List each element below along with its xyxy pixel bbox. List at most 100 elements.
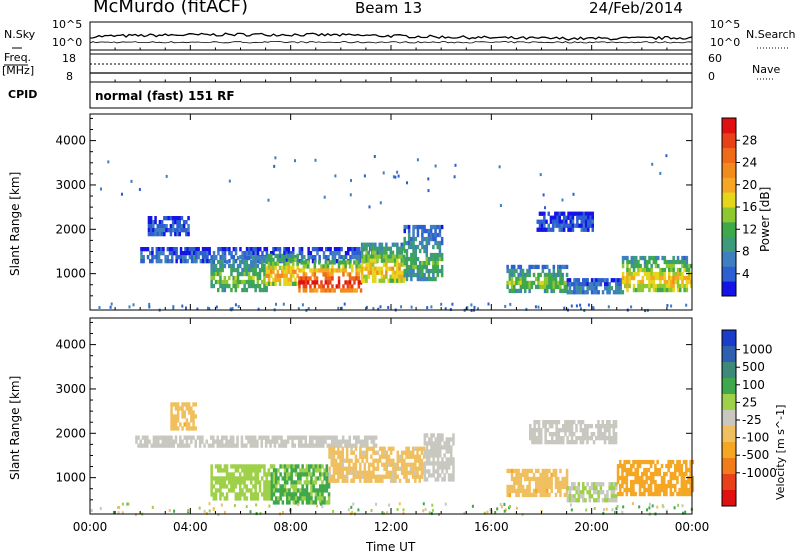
- velocity-echo-cell: [165, 443, 169, 448]
- power-echo-cell: [157, 251, 161, 256]
- power-echo-cell: [171, 251, 174, 256]
- velocity-echo-cell: [597, 424, 600, 429]
- velocity-echo-cell: [308, 468, 311, 473]
- power-echo-cell: [524, 280, 527, 286]
- power-echo-cell: [398, 278, 401, 283]
- velocity-echo-cell: [161, 443, 164, 448]
- power-echo-cell: [621, 255, 625, 261]
- power-echo-cell: [672, 283, 675, 289]
- velocity-echo-cell: [270, 480, 274, 485]
- velocity-echo-cell: [400, 466, 404, 471]
- velocity-echo-cell: [687, 487, 690, 493]
- velocity-scatter-echo: [494, 511, 497, 514]
- power-echo-cell: [283, 257, 286, 262]
- velocity-echo-cell: [559, 480, 562, 486]
- velocity-echo-cell: [436, 473, 440, 478]
- velocity-echo-cell: [289, 435, 292, 440]
- power-echo-cell: [663, 271, 667, 277]
- power-echo-cell: [197, 251, 200, 256]
- velocity-echo-cell: [450, 461, 453, 466]
- power-echo-cell: [434, 240, 437, 246]
- velocity-echo-cell: [365, 458, 369, 463]
- velocity-echo-cell: [350, 443, 354, 448]
- velocity-echo-cell: [445, 449, 449, 454]
- power-echo-cell: [429, 276, 433, 282]
- power-echo-cell: [177, 255, 181, 260]
- velocity-echo-cell: [234, 496, 238, 501]
- velocity-echo-cell: [656, 467, 659, 473]
- velocity-echo-cell: [383, 446, 386, 451]
- velocity-echo-cell: [231, 443, 235, 448]
- velocity-echo-cell: [323, 472, 326, 477]
- power-echo-cell: [258, 275, 262, 281]
- velocity-echo-cell: [436, 441, 440, 446]
- velocity-echo-cell: [297, 500, 300, 505]
- velocity-echo-cell: [288, 476, 291, 481]
- velocity-echo-cell: [416, 446, 419, 451]
- velocity-echo-cell: [403, 466, 406, 471]
- power-echo-cell: [353, 288, 356, 293]
- velocity-echo-cell: [546, 420, 550, 425]
- power-echo-cell: [250, 251, 253, 256]
- velocity-echo-cell: [192, 422, 195, 427]
- power-echo-cell: [252, 267, 255, 273]
- velocity-echo-cell: [245, 484, 249, 489]
- velocity-echo-cell: [181, 410, 184, 415]
- velocity-echo-cell: [595, 482, 598, 487]
- velocity-echo-cell: [260, 435, 263, 440]
- power-echo-cell: [289, 251, 293, 256]
- velocity-echo-cell: [612, 424, 616, 429]
- velocity-echo-cell: [554, 492, 558, 498]
- power-echo-cell: [322, 272, 325, 277]
- power-echo-cell: [378, 242, 381, 247]
- power-echo-cell: [416, 224, 420, 230]
- velocity-echo-cell: [577, 498, 581, 503]
- velocity-echo-cell: [689, 491, 692, 497]
- power-echo-cell: [369, 254, 373, 259]
- power-echo-cell: [151, 255, 154, 260]
- power-echo-cell: [380, 266, 384, 271]
- power-echo-cell: [526, 272, 529, 278]
- power-echo-cell: [245, 271, 249, 277]
- power-echo-cell: [436, 240, 439, 246]
- power-echo-cell: [528, 280, 531, 286]
- velocity-echo-cell: [230, 488, 233, 493]
- velocity-echo-cell: [649, 471, 653, 477]
- power-echo-cell: [258, 271, 262, 277]
- velocity-echo-cell: [341, 439, 345, 444]
- velocity-echo-cell: [190, 410, 193, 415]
- velocity-echo-cell: [283, 468, 287, 473]
- power-echo-cell: [538, 211, 542, 216]
- time-xtick-label: 20:00: [574, 520, 609, 534]
- power-echo-cell: [243, 283, 246, 289]
- velocity-echo-cell: [267, 492, 271, 497]
- velocity-echo-cell: [571, 498, 574, 503]
- velocity-echo-cell: [535, 492, 538, 498]
- velocity-echo-cell: [586, 490, 589, 495]
- velocity-echo-cell: [599, 432, 602, 437]
- velocity-echo-cell: [632, 479, 635, 485]
- velocity-echo-cell: [337, 470, 340, 475]
- velocity-echo-cell: [256, 492, 260, 497]
- power-echo-cell: [184, 247, 187, 252]
- velocity-scatter-echo: [422, 502, 425, 506]
- power-echo-cell: [540, 227, 544, 232]
- velocity-echo-cell: [445, 437, 449, 442]
- velocity-echo-cell: [365, 454, 369, 459]
- velocity-echo-cell: [348, 458, 351, 463]
- velocity-echo-cell: [411, 470, 415, 475]
- velocity-echo-cell: [387, 454, 391, 459]
- velocity-echo-cell: [555, 420, 558, 425]
- velocity-echo-cell: [625, 487, 629, 493]
- power-scatter-echo: [534, 305, 537, 309]
- power-scatter-echo: [172, 306, 175, 310]
- power-colorbar-tick-label: 4: [742, 267, 750, 281]
- velocity-echo-cell: [254, 484, 257, 489]
- velocity-echo-cell: [210, 492, 213, 497]
- velocity-echo-cell: [432, 469, 435, 474]
- power-echo-cell: [685, 259, 689, 265]
- power-echo-cell: [552, 272, 556, 278]
- power-echo-cell: [405, 264, 409, 270]
- power-echo-cell: [156, 228, 159, 233]
- power-echo-cell: [180, 216, 184, 221]
